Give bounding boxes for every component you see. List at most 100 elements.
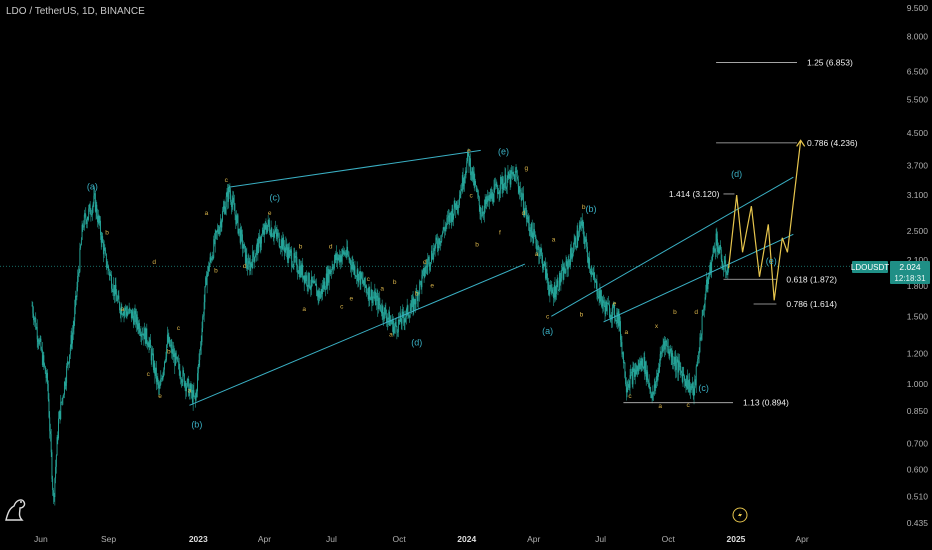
- candle-body: [187, 379, 189, 381]
- wave-label: d: [694, 309, 698, 316]
- candle-body: [214, 239, 215, 245]
- candle-body: [591, 272, 593, 275]
- candle-body: [376, 295, 378, 298]
- candle-body: [713, 247, 715, 249]
- candle-body: [622, 352, 624, 355]
- candle-body: [411, 298, 413, 301]
- candle-body: [474, 181, 476, 186]
- candle-body: [581, 220, 583, 226]
- candle-body: [150, 347, 152, 361]
- candle-body: [684, 375, 685, 381]
- candle-body: [714, 248, 716, 252]
- candle-body: [445, 224, 447, 227]
- candle-body: [177, 361, 179, 363]
- candle-body: [697, 359, 699, 366]
- candle-body: [564, 267, 566, 273]
- candle-body: [386, 319, 388, 322]
- candle-body: [289, 249, 290, 258]
- candle-body: [310, 287, 312, 289]
- candle-body: [706, 279, 707, 292]
- candle-body: [478, 196, 480, 206]
- candle-body: [578, 236, 579, 241]
- candle-body: [318, 290, 320, 298]
- candle-body: [38, 340, 40, 345]
- x-tick-label: Apr: [796, 534, 809, 544]
- candle-body: [593, 272, 595, 278]
- candle-body: [479, 205, 481, 215]
- candle-body: [321, 289, 323, 295]
- candle-body: [125, 307, 126, 311]
- candle-body: [125, 307, 127, 312]
- candle-body: [511, 170, 513, 174]
- candle-body: [332, 266, 334, 269]
- candle-body: [450, 215, 452, 222]
- wave-label: d: [152, 259, 156, 266]
- candle-body: [49, 417, 51, 432]
- candle-body: [689, 386, 691, 393]
- candle-body: [570, 248, 571, 266]
- candle-body: [497, 192, 499, 194]
- candle-body: [539, 254, 541, 257]
- candle-body: [577, 230, 579, 241]
- candle-body: [314, 280, 316, 284]
- candle-body: [236, 215, 237, 225]
- candle-body: [346, 246, 348, 256]
- candle-body: [369, 286, 371, 300]
- wave-label: c: [225, 177, 229, 184]
- candle-body: [565, 260, 567, 273]
- lightning-icon[interactable]: [732, 507, 748, 523]
- candle-body: [154, 363, 156, 376]
- candle-body: [489, 195, 491, 202]
- candle-body: [486, 196, 488, 203]
- wave-label: a: [188, 388, 192, 395]
- candle-body: [129, 308, 131, 310]
- candle-body: [307, 285, 309, 287]
- candle-body: [436, 237, 438, 241]
- candle-body: [581, 221, 582, 226]
- candle-body: [316, 285, 318, 297]
- candle-body: [547, 281, 549, 290]
- dino-logo-icon[interactable]: [5, 499, 26, 521]
- candle-body: [298, 266, 300, 274]
- candle-body: [134, 311, 136, 315]
- wave-label: a: [121, 306, 125, 313]
- candle-body: [389, 320, 391, 326]
- candle-body: [606, 302, 608, 312]
- candle-body: [118, 295, 120, 303]
- candle-body: [365, 286, 367, 288]
- candle-body: [300, 265, 302, 275]
- candle-body: [145, 328, 147, 344]
- candle-body: [91, 214, 93, 216]
- candle-body: [608, 303, 610, 305]
- candle-body: [252, 251, 254, 269]
- candle-body: [304, 275, 306, 283]
- candle-body: [342, 249, 344, 252]
- candle-body: [96, 204, 98, 217]
- candle-body: [98, 215, 100, 223]
- candle-body: [233, 202, 235, 211]
- candle-body: [367, 292, 369, 299]
- candles-layer: [31, 148, 730, 506]
- candle-body: [534, 234, 536, 237]
- candle-body: [331, 266, 333, 271]
- candle-body: [678, 360, 680, 367]
- candle-body: [163, 369, 165, 374]
- candle-body: [364, 277, 366, 287]
- candle-body: [261, 233, 263, 236]
- candle-body: [286, 244, 288, 251]
- candle-body: [513, 174, 515, 176]
- candle-body: [612, 304, 614, 308]
- candle-body: [606, 301, 607, 312]
- candle-body: [580, 221, 582, 226]
- y-tick-label: 1.500: [907, 311, 929, 321]
- candle-body: [491, 192, 493, 199]
- candle-body: [152, 353, 154, 371]
- candle-body: [471, 167, 473, 175]
- candle-body: [141, 333, 143, 337]
- candle-body: [448, 215, 450, 222]
- candle-body: [167, 334, 169, 343]
- candle-body: [385, 309, 387, 317]
- candle-body: [408, 315, 410, 317]
- candle-body: [380, 310, 382, 314]
